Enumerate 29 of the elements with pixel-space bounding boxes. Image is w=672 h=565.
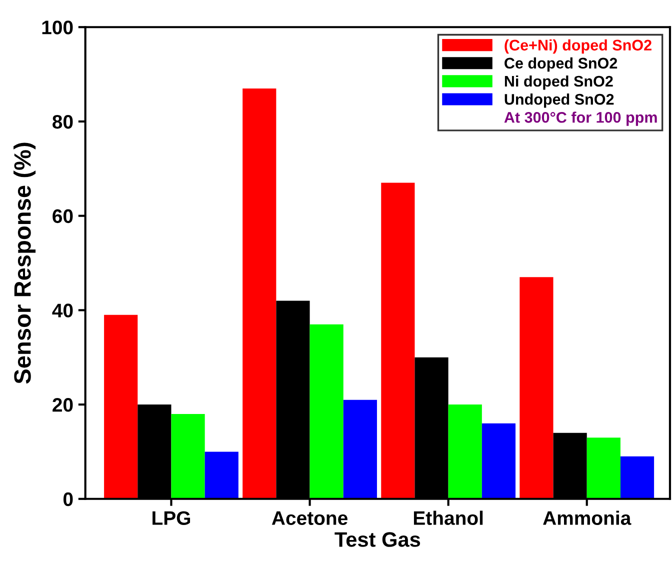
y-tick-label: 0 xyxy=(63,492,73,506)
bar xyxy=(104,314,138,499)
annotation: At 300°C for 100 ppm xyxy=(504,112,657,126)
legend-label: Undoped SnO2 xyxy=(504,94,614,108)
y-tick-label: 60 xyxy=(52,209,73,224)
x-tick-label: Ethanol xyxy=(414,510,483,525)
x-tick-label: Ammonia xyxy=(543,510,632,525)
x-axis-title: Test Gas xyxy=(334,532,420,547)
y-tick-label: 20 xyxy=(52,398,73,412)
y-tick-label: 80 xyxy=(52,114,73,129)
bar xyxy=(171,414,205,499)
bar xyxy=(482,423,516,499)
y-tick-label: 100 xyxy=(42,20,73,34)
bar xyxy=(448,404,482,499)
bar xyxy=(310,324,344,499)
legend-label: Ce doped SnO2 xyxy=(504,57,618,72)
x-tick-label: LPG xyxy=(152,511,190,525)
bar xyxy=(520,277,554,499)
legend-label: (Ce+Ni) doped SnO2 xyxy=(504,39,652,54)
x-tick-label: Acetone xyxy=(272,511,348,525)
bar xyxy=(204,452,238,499)
y-tick-label: 40 xyxy=(52,304,73,318)
bar xyxy=(381,182,415,499)
bar xyxy=(343,400,377,499)
legend-label: Ni doped SnO2 xyxy=(504,75,613,90)
bar xyxy=(620,456,654,499)
y-axis-title: Sensor Response (%) xyxy=(14,142,36,384)
bar xyxy=(242,88,276,499)
bar xyxy=(586,438,620,499)
